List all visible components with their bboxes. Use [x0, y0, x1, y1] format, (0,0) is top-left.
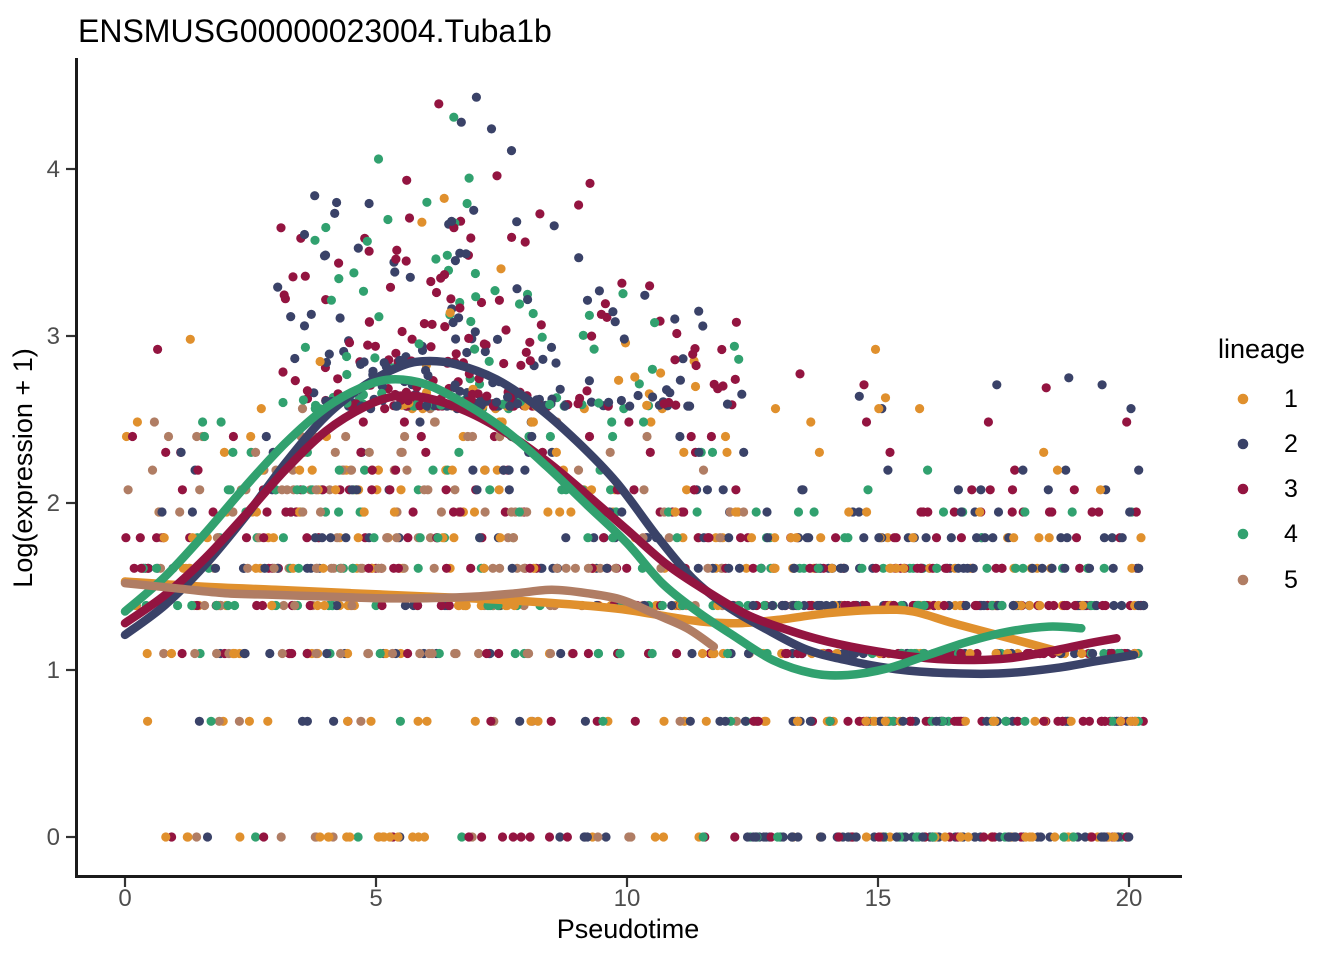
y-tick-label-4: 4 [47, 156, 60, 183]
legend-label-5: 5 [1284, 566, 1298, 594]
x-tick-label-1: 5 [369, 885, 382, 912]
y-axis-title: Log(expression + 1) [8, 348, 38, 587]
axes: 0 5 10 15 20 0 1 2 3 4 [47, 58, 1182, 912]
legend-title: lineage [1218, 334, 1305, 364]
chart-title: ENSMUSG00000023004.Tuba1b [78, 13, 552, 49]
legend-swatch-3 [1237, 483, 1249, 495]
legend-item-5: 5 [1237, 566, 1298, 594]
smoother-lineage-5 [120, 578, 719, 651]
legend-swatch-5 [1237, 574, 1249, 586]
smoother-lineage-3 [120, 391, 1121, 665]
legend-label-1: 1 [1284, 385, 1298, 413]
scatter-points [121, 92, 1149, 842]
x-tick-label-4: 20 [1116, 885, 1143, 912]
legend-label-4: 4 [1284, 520, 1298, 548]
legend: lineage 1 2 3 4 5 [1218, 334, 1305, 594]
x-tick-label-3: 15 [865, 885, 892, 912]
legend-item-4: 4 [1237, 520, 1298, 548]
legend-swatch-2 [1237, 438, 1249, 450]
x-axis-title: Pseudotime [557, 914, 700, 944]
x-tick-label-2: 10 [614, 885, 641, 912]
legend-label-3: 3 [1284, 475, 1298, 503]
legend-item-1: 1 [1237, 385, 1298, 413]
smoother-lineage-2 [120, 356, 1139, 679]
legend-item-2: 2 [1237, 430, 1298, 458]
y-tick-label-3: 3 [47, 323, 60, 350]
smoother-curves [120, 356, 1139, 680]
smoother-lineage-4 [120, 375, 1086, 680]
y-tick-label-2: 2 [47, 490, 60, 517]
legend-swatch-1 [1237, 393, 1249, 405]
legend-swatch-4 [1237, 528, 1249, 540]
y-tick-label-0: 0 [47, 824, 60, 851]
legend-item-3: 3 [1237, 475, 1298, 503]
legend-label-2: 2 [1284, 430, 1298, 458]
y-tick-label-1: 1 [47, 657, 60, 684]
x-tick-label-0: 0 [118, 885, 131, 912]
